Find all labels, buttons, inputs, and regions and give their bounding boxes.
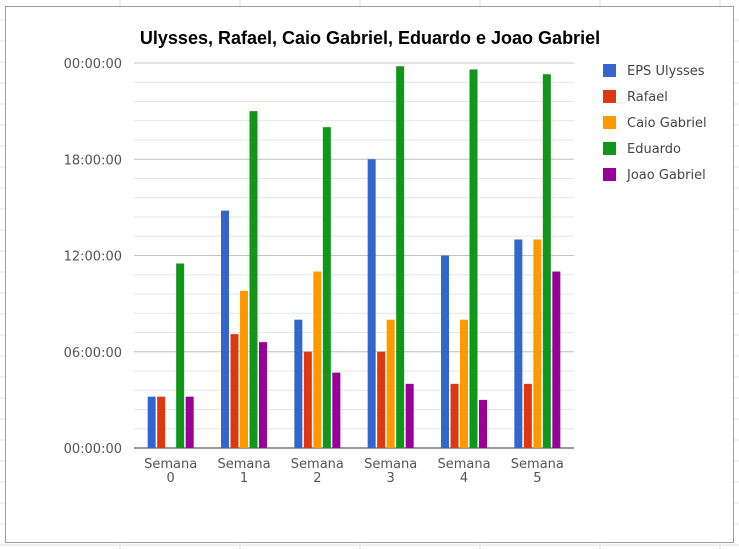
bar <box>542 74 551 449</box>
bar <box>221 210 229 448</box>
x-tick-label: Semana <box>217 457 270 472</box>
major-gridlines <box>134 62 574 449</box>
bar <box>514 239 523 448</box>
bar <box>157 396 166 448</box>
bar <box>469 69 478 448</box>
legend-label: EPS Ulysses <box>627 64 705 79</box>
legend-label: Joao Gabriel <box>626 168 706 183</box>
y-tick-label: 18:00:00 <box>64 153 122 168</box>
bar <box>322 127 331 449</box>
x-tick-label: Semana <box>291 457 344 472</box>
x-tick-label: 1 <box>240 471 248 486</box>
x-tick-label: Semana <box>437 457 490 472</box>
legend-swatch <box>603 142 616 155</box>
bar <box>185 396 194 448</box>
minor-gridlines <box>134 62 574 430</box>
bar <box>259 342 267 448</box>
y-tick-label: 06:00:00 <box>64 346 122 361</box>
bar <box>441 255 449 448</box>
bar <box>450 383 459 448</box>
x-tick-label: Semana <box>144 457 197 472</box>
bar <box>294 319 303 448</box>
bar <box>460 319 468 448</box>
legend-swatch <box>603 116 616 129</box>
bar <box>303 351 312 448</box>
chart-title: Ulysses, Rafael, Caio Gabriel, Eduardo e… <box>140 28 600 48</box>
bar <box>552 271 561 448</box>
x-tick-label: 2 <box>313 471 321 486</box>
x-tick-label: 5 <box>533 471 541 486</box>
bar <box>313 271 322 448</box>
legend-swatch <box>603 168 616 181</box>
bar <box>240 290 248 448</box>
y-tick-label: 00:00:00 <box>64 442 122 457</box>
bar <box>147 396 156 448</box>
x-tick-label: Semana <box>364 457 417 472</box>
bar <box>405 383 414 448</box>
bar <box>396 66 405 449</box>
chart-svg: 00:00:0006:00:0012:00:0018:00:0000:00:00… <box>64 28 707 486</box>
y-tick-label: 12:00:00 <box>64 250 122 265</box>
y-axis-ticks: 00:00:00 06:00:00 12:00:00 18:00:00 00:00:00 <box>64 57 122 457</box>
legend: EPS Ulysses Rafael Caio Gabriel Eduardo Joao… <box>603 64 707 183</box>
bar <box>230 334 239 448</box>
legend-label: Rafael <box>627 90 668 105</box>
bar <box>176 263 185 448</box>
legend-swatch <box>603 64 616 77</box>
x-tick-label: 3 <box>387 471 395 486</box>
y-tick-label: 00:00:00 <box>64 57 122 72</box>
legend-swatch <box>603 90 616 103</box>
bar <box>249 111 258 448</box>
x-tick-label: Semana <box>511 457 564 472</box>
legend-label: Eduardo <box>627 142 681 157</box>
bars <box>147 66 561 449</box>
legend-label: Caio Gabriel <box>627 116 707 131</box>
bar <box>533 239 542 448</box>
bar <box>479 399 487 448</box>
bar <box>332 372 341 448</box>
bar <box>523 383 532 448</box>
x-axis-ticks: Semana0Semana1Semana2Semana3Semana4Seman… <box>144 457 564 486</box>
x-tick-label: 4 <box>460 471 468 486</box>
bar <box>367 159 376 448</box>
bar <box>377 351 386 448</box>
x-tick-label: 0 <box>167 471 175 486</box>
bar <box>386 319 395 448</box>
chart-container[interactable]: 00:00:00 06:00:00 12:00:00 18:00:00 00:00:00… <box>5 6 734 543</box>
